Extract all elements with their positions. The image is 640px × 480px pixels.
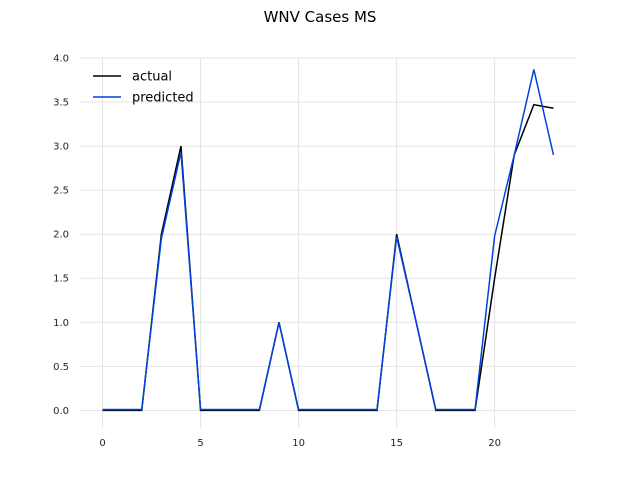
legend: actual predicted <box>93 70 194 106</box>
x-axis-ticks: 0 5 10 15 20 <box>99 438 501 449</box>
y-tick-label: 4.0 <box>53 54 69 65</box>
x-tick-label: 20 <box>488 438 501 449</box>
series-line-actual <box>102 103 554 412</box>
y-axis-ticks: 0.0 0.5 1.0 1.5 2.0 2.5 3.0 3.5 4.0 <box>53 54 69 417</box>
y-tick-label: 3.0 <box>53 142 69 153</box>
y-tick-label: 2.5 <box>53 186 69 197</box>
legend-label: actual <box>132 70 172 85</box>
y-tick-label: 0.0 <box>53 406 69 417</box>
x-tick-label: 10 <box>292 438 305 449</box>
y-tick-label: 1.5 <box>53 274 69 285</box>
grid <box>80 57 576 428</box>
y-tick-label: 3.5 <box>53 98 69 109</box>
y-tick-label: 0.5 <box>53 362 69 373</box>
x-tick-label: 5 <box>197 438 203 449</box>
series-lines <box>102 69 555 412</box>
y-tick-label: 2.0 <box>53 230 69 241</box>
y-tick-label: 1.0 <box>53 318 69 329</box>
x-tick-label: 15 <box>390 438 403 449</box>
series-line-predicted <box>102 69 555 411</box>
legend-label: predicted <box>132 91 194 106</box>
x-tick-label: 0 <box>99 438 105 449</box>
chart-title: WNV Cases MS <box>264 8 377 26</box>
